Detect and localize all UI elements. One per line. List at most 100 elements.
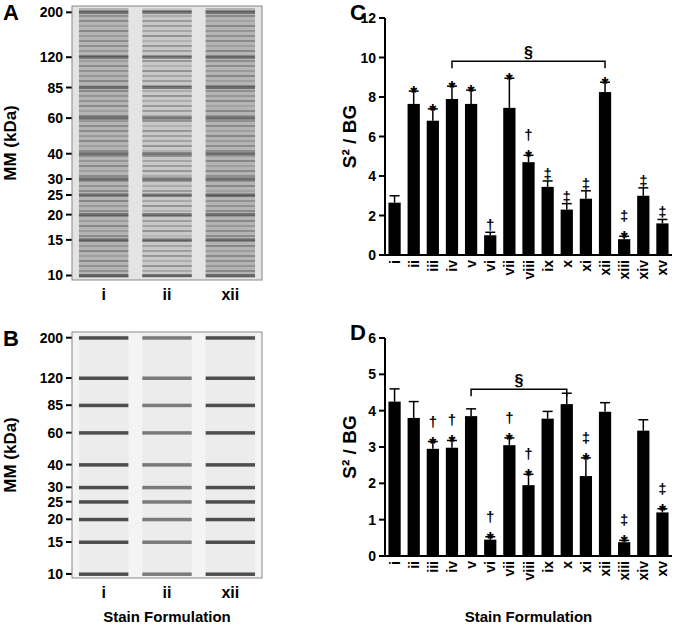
band (79, 235, 128, 237)
bar (656, 223, 668, 255)
tick-label: 10 (47, 267, 63, 283)
band (142, 25, 191, 27)
bar (408, 104, 420, 255)
band (206, 175, 255, 177)
axis-title: MM (kDa) (1, 105, 20, 181)
category-label: xi (578, 260, 594, 272)
band (206, 155, 255, 157)
error-stem (643, 188, 645, 196)
band (206, 105, 255, 107)
category-label: v (463, 260, 479, 268)
band (142, 100, 191, 102)
bar (427, 449, 439, 556)
band (206, 376, 255, 380)
lane (142, 334, 191, 576)
band (206, 265, 255, 267)
error-cap (543, 411, 553, 413)
band (206, 25, 255, 27)
figure: AMM (kDa)2001208560403025201510iiixiiBMM… (0, 0, 676, 630)
band (79, 250, 128, 252)
band (142, 230, 191, 232)
error-stem (604, 403, 606, 412)
tick-label: 30 (47, 171, 63, 187)
band (206, 431, 255, 435)
tick-label: 20 (47, 207, 63, 223)
tick (66, 178, 72, 180)
significance: * (429, 434, 436, 454)
lane (79, 8, 128, 278)
band (206, 572, 255, 576)
category-label: xv (654, 260, 670, 276)
band (79, 238, 128, 241)
band (142, 250, 191, 252)
band (79, 404, 128, 408)
band (79, 125, 128, 127)
band (79, 200, 128, 202)
category-label: v (463, 561, 479, 569)
bracket-line (471, 389, 567, 396)
band (142, 90, 191, 92)
significance: † (486, 216, 494, 233)
bar (446, 99, 458, 255)
tick-label: 10 (360, 50, 376, 66)
band (79, 40, 128, 42)
tick-label: 200 (40, 4, 64, 20)
band (142, 265, 191, 267)
band (79, 65, 128, 67)
band (206, 210, 255, 212)
significance: * (506, 430, 513, 450)
band (142, 170, 191, 172)
band (206, 86, 255, 89)
band (79, 140, 128, 142)
bar (637, 431, 649, 556)
band (142, 120, 191, 122)
band (206, 70, 255, 72)
axis-title: MM (kDa) (1, 417, 20, 493)
band (79, 135, 128, 137)
error-cap (466, 408, 476, 410)
band (79, 260, 128, 262)
band (79, 15, 128, 17)
band (79, 86, 128, 89)
band (142, 463, 191, 467)
band (142, 40, 191, 42)
bar (637, 196, 649, 255)
band (142, 572, 191, 576)
bar (599, 92, 611, 255)
bar (388, 402, 400, 556)
tick-label: 6 (368, 129, 376, 145)
band (142, 500, 191, 504)
panel-label: A (3, 0, 19, 25)
tick (66, 117, 72, 119)
band (142, 110, 191, 112)
error-bar (543, 411, 553, 418)
band (142, 518, 191, 522)
band (206, 45, 255, 47)
significance: * (582, 450, 589, 470)
category-label: vii (501, 260, 517, 276)
axis-title: Stain Formulation (465, 608, 593, 625)
category-label: xii (597, 260, 613, 276)
y-axis (384, 338, 386, 556)
band (206, 75, 255, 77)
panel: DS² / BGStain Formulation0123456iii*†iii… (339, 320, 672, 625)
band (79, 160, 128, 162)
tick-label: 4 (368, 168, 376, 184)
lane-label: xii (221, 286, 239, 303)
tick-label: 20 (47, 511, 63, 527)
tick (66, 501, 72, 503)
category-label: iv (444, 260, 460, 272)
band (79, 431, 128, 435)
band (206, 150, 255, 152)
bar (427, 121, 439, 255)
band (206, 274, 255, 277)
lane-background (142, 334, 191, 576)
band (142, 60, 191, 62)
band (142, 15, 191, 17)
band (206, 56, 255, 59)
band (79, 170, 128, 172)
band (79, 75, 128, 77)
band (79, 190, 128, 192)
band (79, 70, 128, 72)
gel-frame (72, 332, 262, 578)
